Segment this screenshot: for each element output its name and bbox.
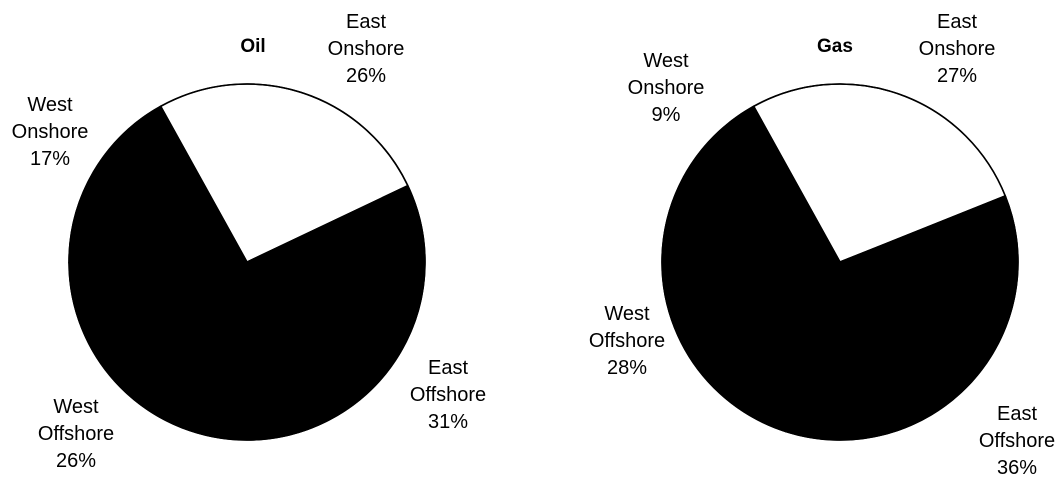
oil-label-west-offshore: West Offshore 26% <box>38 396 114 472</box>
oil-chart-title: Oil <box>240 36 265 57</box>
oil-pie-outline <box>68 83 426 441</box>
gas-label-east-onshore: East Onshore 27% <box>919 11 996 87</box>
oil-label-east-offshore: East Offshore 31% <box>410 357 486 433</box>
oil-pie-chart: Oil East Onshore 26% East Offshore 31% West Offs… <box>12 11 487 472</box>
gas-label-west-offshore: West Offshore 28% <box>589 303 665 379</box>
gas-chart-title: Gas <box>817 36 853 57</box>
gas-pie-outline <box>661 83 1019 441</box>
oil-label-east-onshore: East Onshore 26% <box>328 11 405 87</box>
oil-label-west-onshore: West Onshore 17% <box>12 94 89 170</box>
gas-label-west-onshore: West Onshore 9% <box>628 50 705 126</box>
gas-pie-chart: Gas East Onshore 27% East Offshore 36% West Offs… <box>589 11 1055 479</box>
gas-label-east-offshore: East Offshore 36% <box>979 403 1055 479</box>
